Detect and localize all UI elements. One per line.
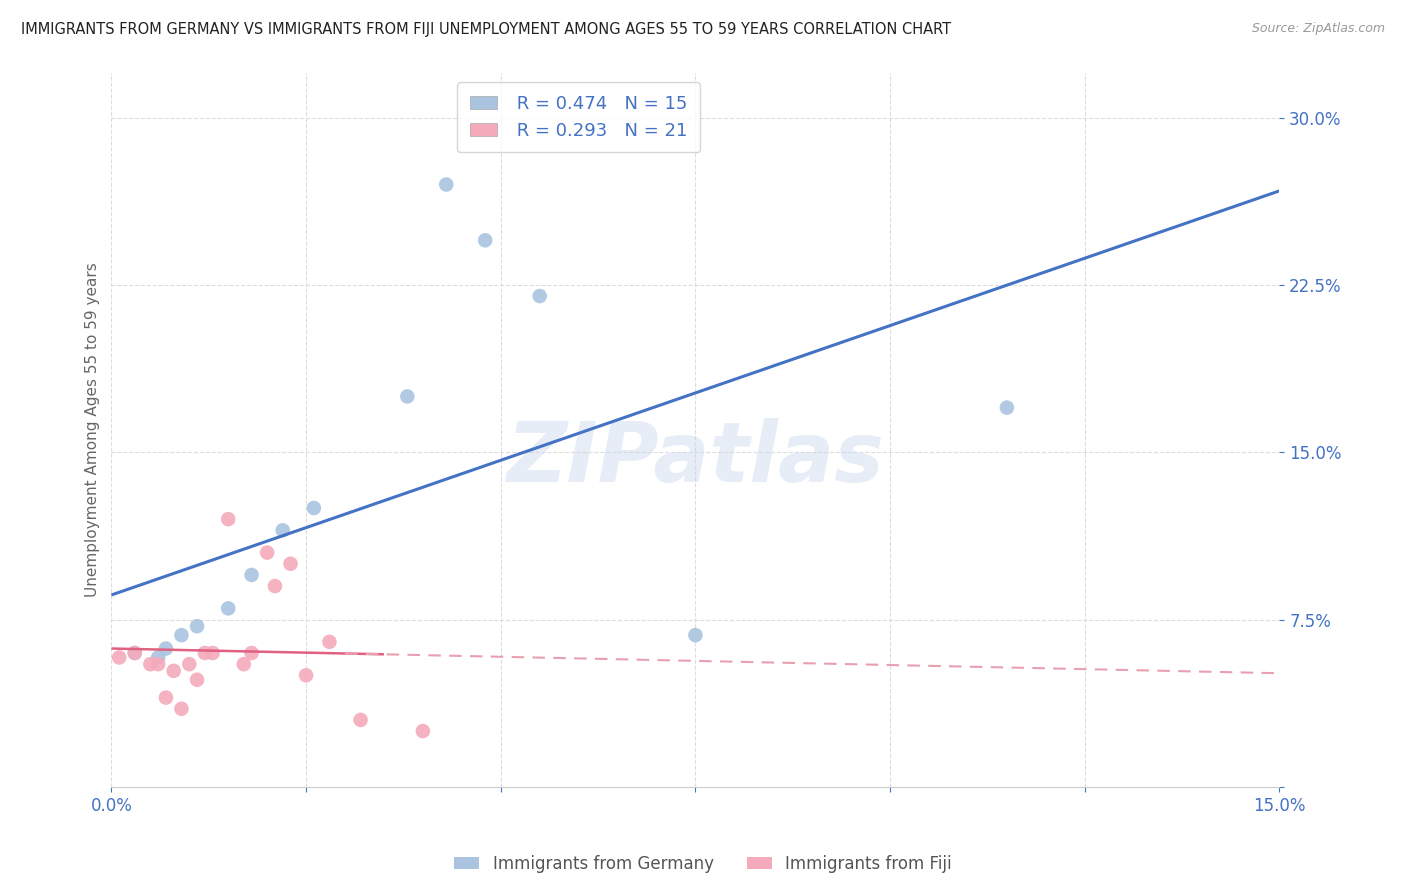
Point xyxy=(995,401,1018,415)
Point xyxy=(163,664,186,678)
Point xyxy=(529,289,551,303)
Point xyxy=(318,635,340,649)
Point xyxy=(271,524,294,538)
Y-axis label: Unemployment Among Ages 55 to 59 years: Unemployment Among Ages 55 to 59 years xyxy=(86,262,100,598)
Point xyxy=(170,702,193,716)
Point xyxy=(302,500,325,515)
Point xyxy=(240,568,263,582)
Point xyxy=(155,641,177,656)
Point xyxy=(155,690,177,705)
Point xyxy=(146,650,169,665)
Point xyxy=(295,668,318,682)
Point xyxy=(139,657,162,672)
Point xyxy=(349,713,371,727)
Point xyxy=(170,628,193,642)
Text: ZIPatlas: ZIPatlas xyxy=(506,418,884,499)
Point xyxy=(186,673,208,687)
Point xyxy=(412,724,434,739)
Point xyxy=(280,557,302,571)
Point xyxy=(474,233,496,247)
Point xyxy=(256,546,278,560)
Point xyxy=(217,601,239,615)
Point xyxy=(685,628,707,642)
Legend:  R = 0.474   N = 15,  R = 0.293   N = 21: R = 0.474 N = 15, R = 0.293 N = 21 xyxy=(457,82,700,153)
Text: Source: ZipAtlas.com: Source: ZipAtlas.com xyxy=(1251,22,1385,36)
Text: IMMIGRANTS FROM GERMANY VS IMMIGRANTS FROM FIJI UNEMPLOYMENT AMONG AGES 55 TO 59: IMMIGRANTS FROM GERMANY VS IMMIGRANTS FR… xyxy=(21,22,952,37)
Legend: Immigrants from Germany, Immigrants from Fiji: Immigrants from Germany, Immigrants from… xyxy=(447,848,959,880)
Point xyxy=(264,579,287,593)
Point xyxy=(124,646,146,660)
Point xyxy=(146,657,169,672)
Point xyxy=(179,657,201,672)
Point xyxy=(396,389,419,403)
Point xyxy=(240,646,263,660)
Point xyxy=(232,657,254,672)
Point xyxy=(201,646,224,660)
Point xyxy=(434,178,457,192)
Point xyxy=(108,650,131,665)
Point xyxy=(217,512,239,526)
Point xyxy=(124,646,146,660)
Point xyxy=(194,646,217,660)
Point xyxy=(186,619,208,633)
